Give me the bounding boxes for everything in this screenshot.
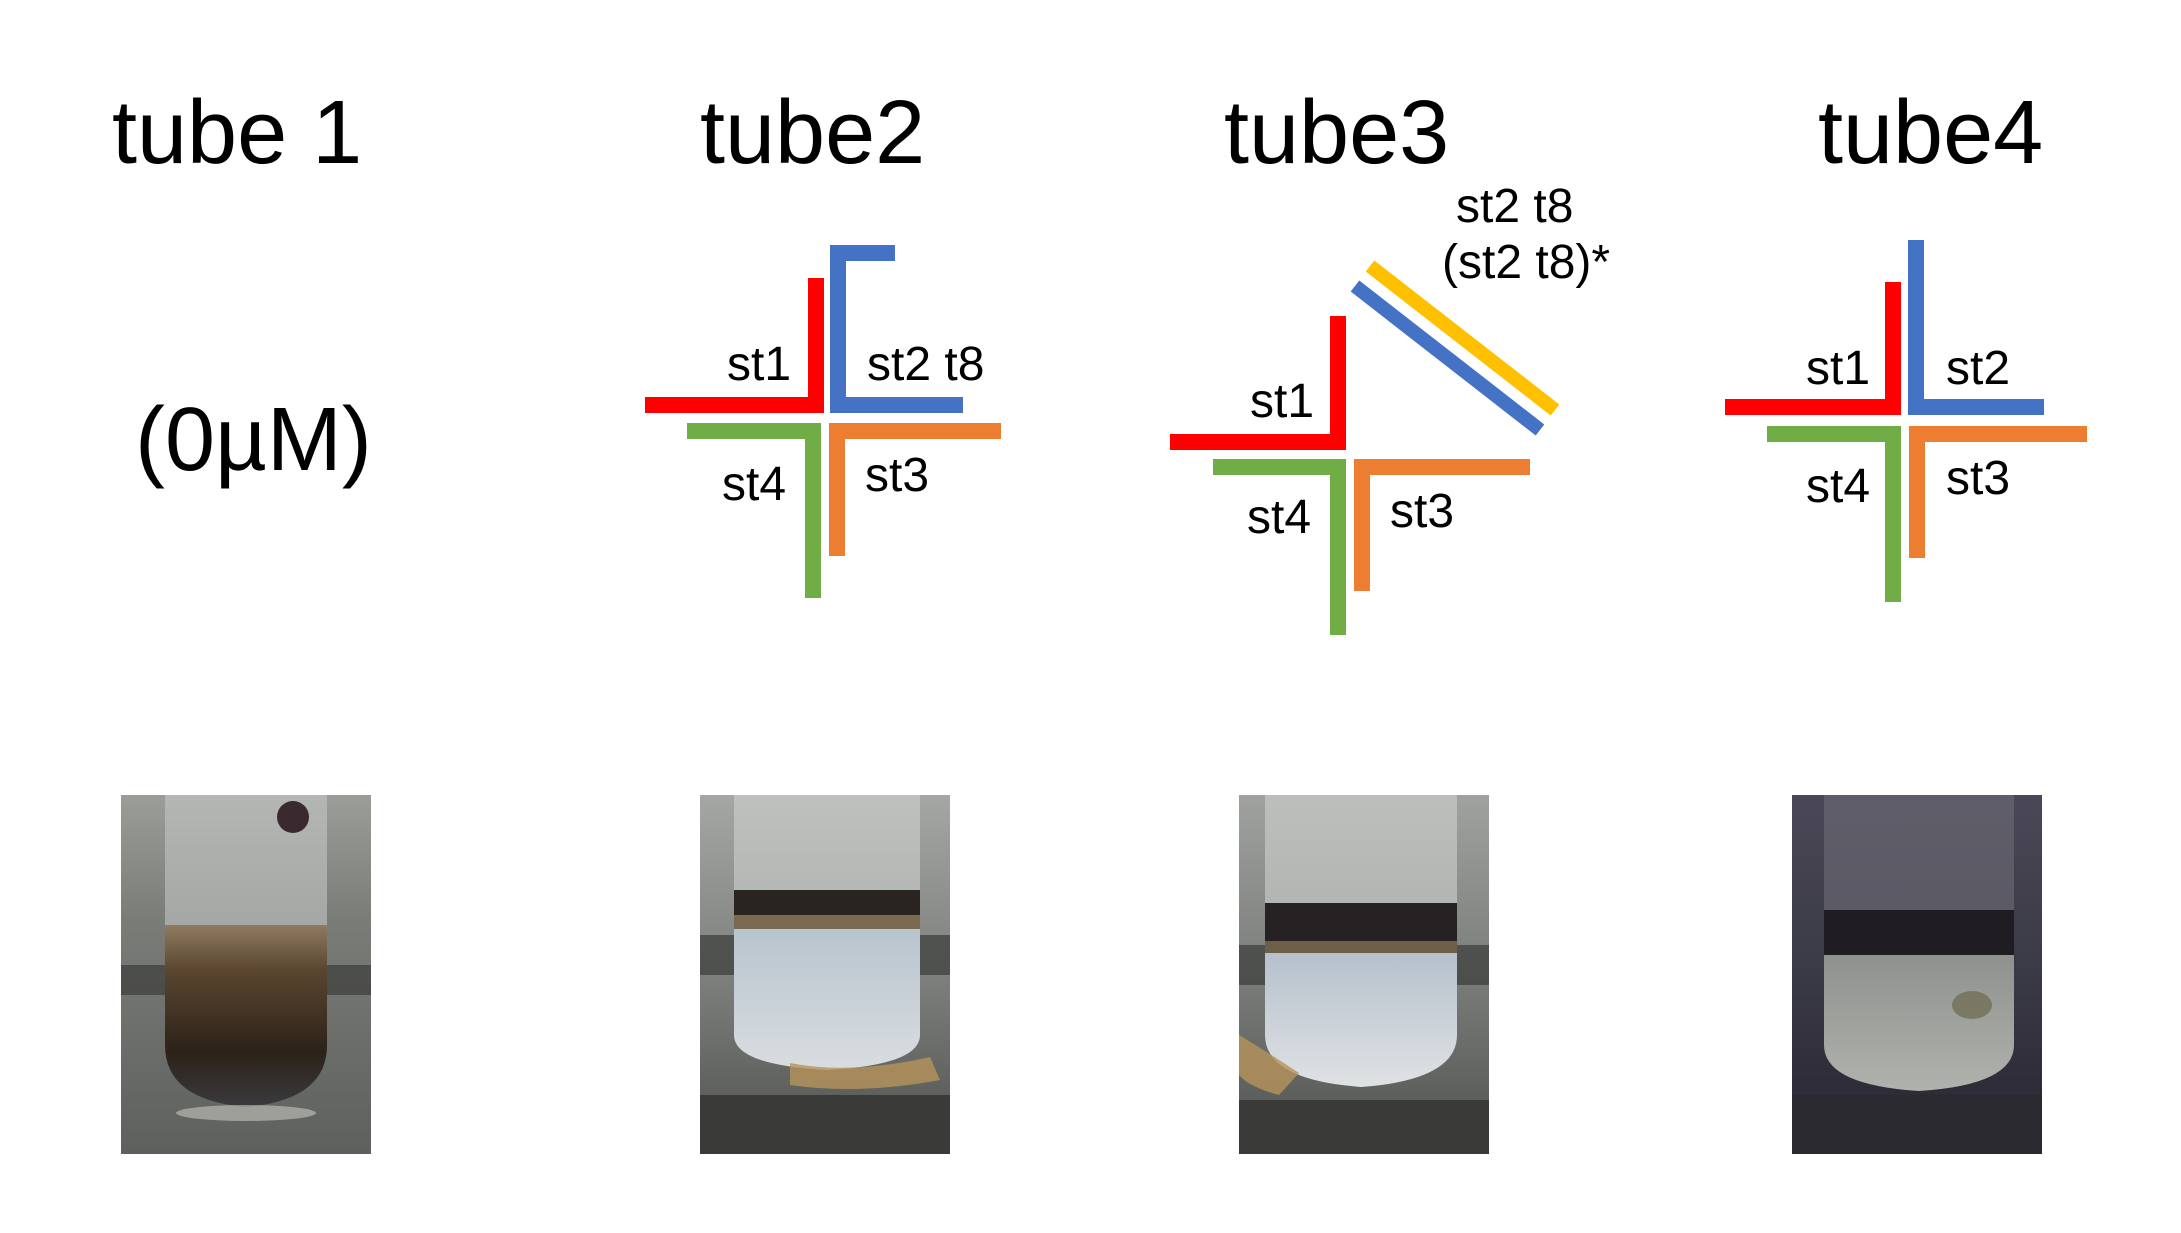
tube4-label-st2: st2 [1946,342,2010,395]
tube4-photo [1792,795,2042,1154]
tube4-title: tube4 [1818,83,2044,183]
tube1-photo [121,795,371,1154]
tube2-strand-st4 [687,423,821,598]
tube2-title: tube2 [700,83,926,183]
tube4-junction: st1 st2 st3 st4 [1725,240,2087,602]
tube2-strand-st2 [830,245,963,413]
tube3-title: tube3 [1224,83,1450,183]
tube3-duplex-complement-strand [1365,260,1560,416]
tube2-label-st3: st3 [865,449,929,502]
tube3-label-st1: st1 [1250,375,1314,428]
tube4-label-st4: st4 [1806,460,1870,513]
tube4-strand-st3 [1909,426,2087,558]
tube2-junction: st1 st2 t8 st3 st4 [645,245,1001,598]
tube3-label-duplex-line2: (st2 t8)* [1442,236,1610,289]
tube3-strand-st4 [1213,459,1346,635]
tube2-label-st1: st1 [727,338,791,391]
tube4-label-st1: st1 [1806,342,1870,395]
tube3-label-st3: st3 [1390,485,1454,538]
tube3-duplex-st2-t8-strand [1350,280,1545,436]
tube4-strand-st2 [1908,240,2044,415]
tube2-strand-st3 [829,423,1001,556]
tube3-strand-st1 [1170,316,1346,450]
tube3-photo [1239,795,1489,1154]
tube2-label-st4: st4 [722,458,786,511]
tube1-title: tube 1 [112,83,363,183]
tube1-concentration: (0µM) [135,390,372,490]
tube4-strand-st1 [1725,282,1901,415]
tube4-label-st3: st3 [1946,452,2010,505]
tube3-strand-st3 [1354,459,1530,591]
tube2-photo [700,795,950,1154]
tube3-junction: st1 st3 st4 st2 t8 (st2 t8)* [1170,180,1610,635]
tube3-label-st4: st4 [1247,491,1311,544]
tube3-label-duplex-line1: st2 t8 [1456,180,1573,233]
tube2-label-st2: st2 t8 [867,338,984,391]
tube4-strand-st4 [1767,426,1901,602]
tube2-strand-st1 [645,278,824,413]
